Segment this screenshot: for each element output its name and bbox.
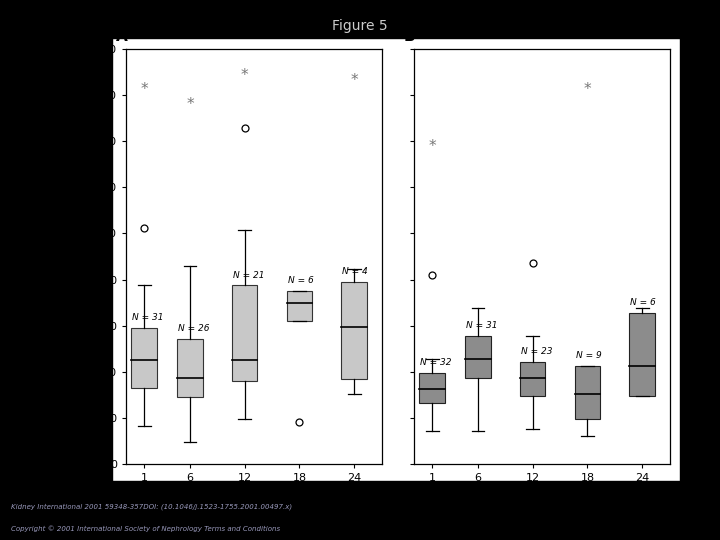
Text: N = 26: N = 26 xyxy=(178,323,210,333)
Bar xyxy=(420,373,445,403)
Text: *: * xyxy=(428,139,436,154)
Text: A: A xyxy=(116,30,127,44)
Text: N = 23: N = 23 xyxy=(521,347,552,356)
Text: *: * xyxy=(186,97,194,112)
Text: N = 9: N = 9 xyxy=(575,352,601,361)
Bar xyxy=(520,362,546,396)
Bar xyxy=(341,282,367,379)
Text: N = 6: N = 6 xyxy=(287,276,313,285)
Bar xyxy=(575,366,600,420)
Text: Figure 5: Figure 5 xyxy=(332,19,388,33)
Text: N = 31: N = 31 xyxy=(466,321,498,330)
Text: N = 21: N = 21 xyxy=(233,271,264,280)
Text: N = 32: N = 32 xyxy=(420,359,452,367)
Text: *: * xyxy=(351,73,358,89)
Text: *: * xyxy=(584,82,591,97)
X-axis label: Time, months: Time, months xyxy=(503,489,580,499)
Text: *: * xyxy=(241,68,248,83)
Text: N = 31: N = 31 xyxy=(132,313,164,322)
Text: B: B xyxy=(404,30,415,44)
Bar xyxy=(287,291,312,321)
Bar xyxy=(465,336,491,378)
X-axis label: Time, months: Time, months xyxy=(215,489,292,499)
Bar xyxy=(177,339,203,397)
Text: N = 4: N = 4 xyxy=(342,267,368,276)
Text: *: * xyxy=(140,82,148,97)
Text: Copyright © 2001 International Society of Nephrology Terms and Conditions: Copyright © 2001 International Society o… xyxy=(11,525,280,532)
Bar xyxy=(132,328,157,388)
Y-axis label: Hyaluronan, ng/mL: Hyaluronan, ng/mL xyxy=(73,204,84,309)
Text: Kidney International 2001 59348-357DOI: (10.1046/j.1523-1755.2001.00497.x): Kidney International 2001 59348-357DOI: … xyxy=(11,504,292,510)
Bar xyxy=(629,313,655,396)
Bar xyxy=(232,285,258,381)
Text: N = 6: N = 6 xyxy=(630,298,656,307)
